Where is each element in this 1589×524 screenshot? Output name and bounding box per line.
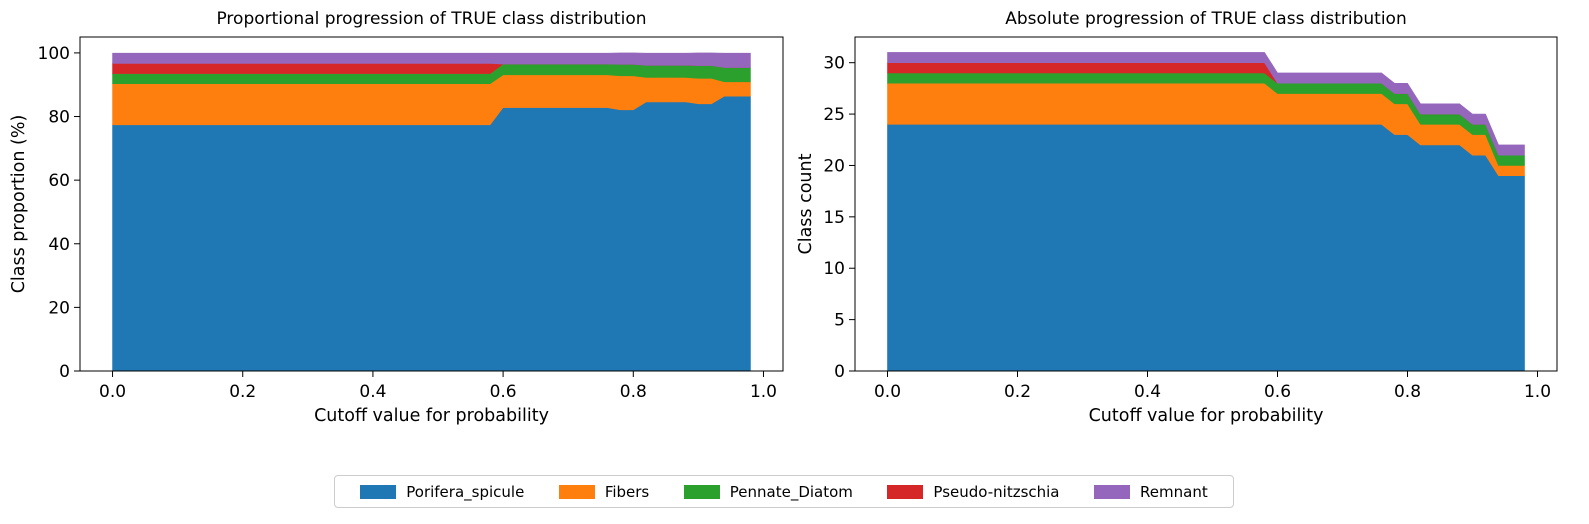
chart1-xlabel: Cutoff value for probability (314, 406, 549, 426)
chart1-ytick-label: 100 (38, 44, 70, 64)
chart2-xtick-label: 0.8 (1394, 382, 1421, 402)
legend: Porifera_spicule Fibers Pennate_Diatom P… (334, 475, 1234, 508)
chart1-xtick-label: 0.8 (620, 382, 647, 402)
chart1-xtick-label: 1.0 (750, 382, 777, 402)
legend-item-fibers: Fibers (558, 482, 650, 501)
chart2-ytick-label: 15 (823, 208, 845, 228)
chart1-ytick-label: 40 (48, 235, 70, 255)
chart1-ytick-label: 20 (48, 298, 70, 318)
chart2-ytick-label: 10 (823, 259, 845, 279)
legend-label-fibers: Fibers (604, 482, 650, 501)
chart2-ytick-label: 20 (823, 156, 845, 176)
legend-item-porifera: Porifera_spicule (360, 483, 524, 501)
chart2-title: Absolute progression of TRUE class distr… (1005, 9, 1406, 29)
chart1-ytick-label: 80 (48, 108, 70, 128)
chart2-area-porifera-spicule (887, 124, 1525, 372)
chart2-xtick-label: 0.2 (1004, 382, 1031, 402)
chart1-ytick-label: 0 (59, 362, 70, 382)
legend-label-pseudo-nitzschia: Pseudo-nitzschia (933, 482, 1060, 501)
chart1-ytick-label: 60 (48, 171, 70, 191)
chart1-xtick-label: 0.6 (490, 382, 517, 402)
chart2-xtick-label: 0.6 (1264, 382, 1291, 402)
legend-label-porifera: Porifera_spicule (406, 482, 525, 501)
chart1-area-remnant (112, 52, 751, 68)
legend-swatch-pseudo-nitzschia (887, 484, 924, 499)
chart2-axes-frame (854, 36, 1558, 372)
legend-label-pennate-diatom: Pennate_Diatom (729, 482, 853, 501)
chart1-ylabel: Class proportion (%) (9, 115, 29, 294)
chart2-xtick-label: 1.0 (1524, 382, 1551, 402)
legend-swatch-porifera (360, 484, 397, 499)
chart2-xlabel: Cutoff value for probability (1089, 406, 1324, 426)
legend-item-pseudo-nitzschia: Pseudo-nitzschia (887, 482, 1060, 501)
legend-label-remnant: Remnant (1140, 482, 1208, 501)
charts-canvas: 0.0 0.2 0.4 0.6 0.8 1.0020406080100Proportion… (9, 9, 1558, 426)
legend-swatch-fibers (558, 484, 595, 499)
chart1-axes-frame (79, 36, 784, 372)
chart2-ytick-label: 25 (823, 105, 845, 125)
chart2-ylabel: Class count (796, 153, 816, 254)
chart1-xtick-label: 0.4 (359, 382, 386, 402)
legend-item-remnant: Remnant (1094, 483, 1208, 501)
legend-swatch-pennate-diatom (683, 484, 720, 499)
chart1-xtick-label: 0.0 (99, 382, 126, 402)
chart1-xtick-label: 0.2 (229, 382, 256, 402)
chart2-ytick-label: 5 (834, 311, 845, 331)
chart1-title: Proportional progression of TRUE class d… (216, 9, 646, 29)
chart2-ytick-label: 30 (823, 54, 845, 74)
chart2-area-remnant (887, 52, 1525, 156)
chart2-ytick-label: 0 (834, 362, 845, 382)
chart1-area-porifera-spicule (112, 95, 751, 372)
legend-item-pennate-diatom: Pennate_Diatom (683, 482, 853, 501)
chart2-xtick-label: 0.4 (1134, 382, 1161, 402)
chart2-xtick-label: 0.0 (874, 382, 901, 402)
legend-swatch-remnant (1094, 484, 1131, 499)
